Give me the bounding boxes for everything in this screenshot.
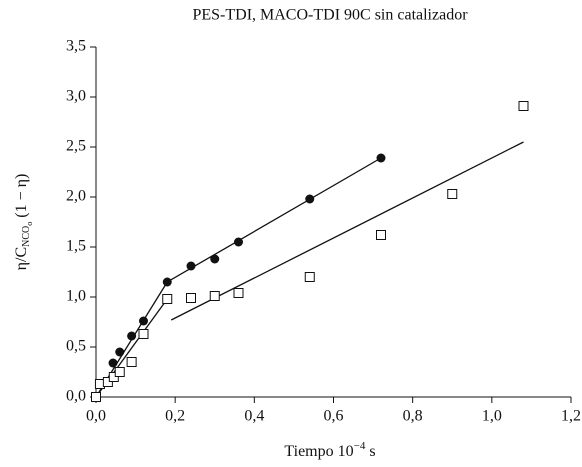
x-tick-label: 0,4: [244, 408, 264, 425]
y-label-sub: NCO: [21, 226, 32, 247]
x-tick-label: 1,0: [482, 408, 502, 425]
point: [233, 288, 244, 298]
point: [210, 254, 220, 264]
x-tick-label: 1,2: [561, 408, 581, 425]
x-label-sup: −4: [354, 440, 366, 452]
point: [139, 316, 148, 326]
y-tick-label: 0,0: [66, 388, 86, 405]
fit-line: [170, 141, 524, 321]
y-tick-label: 0,5: [66, 338, 86, 355]
point: [108, 358, 118, 368]
y-tick-label: 3,5: [66, 38, 86, 55]
point: [126, 357, 137, 367]
x-tick-label: 0,6: [324, 408, 344, 425]
y-tick-label: 1,5: [66, 238, 86, 255]
y-tick-label: 3,0: [66, 88, 86, 105]
y-tick-label: 2,5: [66, 138, 86, 155]
point: [91, 392, 101, 402]
point: [209, 291, 220, 301]
x-label-main: Tiempo 10: [284, 443, 353, 460]
chart-title: PES-TDI, MACO-TDI 90C sin catalizador: [192, 7, 468, 24]
point: [162, 277, 172, 287]
y-tick-label: 1,0: [66, 288, 86, 305]
y-tick-label: 2,0: [66, 188, 86, 205]
point: [518, 101, 529, 111]
fit-line: [95, 157, 382, 398]
y-axis-label: η/CNCOo (1 − η): [13, 174, 34, 271]
point: [447, 189, 458, 199]
y-label-subsub: o: [25, 222, 34, 226]
point: [127, 331, 137, 341]
x-label-unit: s: [365, 443, 375, 460]
x-tick-label: 0,8: [403, 408, 423, 425]
x-tick-label: 0,2: [165, 408, 185, 425]
x-tick-label: 0,0: [86, 408, 106, 425]
point: [186, 293, 196, 303]
point: [186, 261, 196, 271]
x-axis-label: Tiempo 10−4 s: [284, 440, 375, 460]
point: [234, 237, 243, 247]
point: [305, 194, 315, 204]
point: [376, 230, 386, 240]
point: [376, 153, 386, 163]
point: [114, 367, 125, 377]
y-label-rest: (1 − η): [13, 174, 30, 222]
point: [304, 272, 315, 282]
point: [138, 329, 149, 339]
y-label-main: η/C: [13, 247, 30, 270]
point: [162, 294, 173, 304]
point: [115, 347, 125, 357]
